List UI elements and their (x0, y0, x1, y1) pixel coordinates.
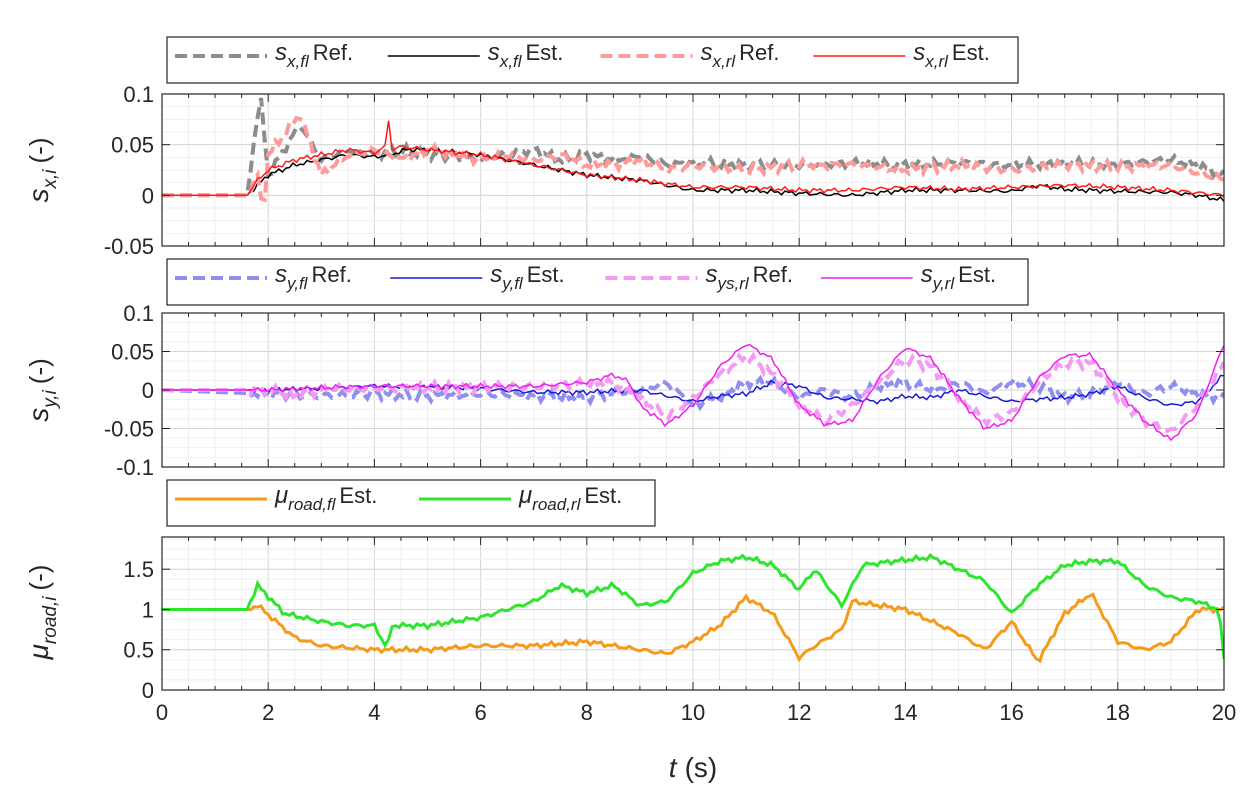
x-tick-label-9: 18 (1106, 700, 1130, 725)
panel-1: 0.1 0.05 0 -0.05 -0.1 sy,i(-) sy,fl Ref. sy,fl Es… (23, 258, 1225, 480)
y-tick-label-1-0: 0.1 (123, 301, 154, 326)
y-tick-label-1-2: 0 (142, 378, 154, 403)
legend-label-0-1: sx,fl Est. (488, 39, 564, 71)
panel-2: 1.5 1 0.5 00 2 4 6 8 10 12 14 16 18 20 μroad,i(-) t (s) μ… (23, 479, 1236, 783)
y-tick-label-1-4: -0.1 (116, 455, 154, 480)
y-tick-label-0-2: 0 (142, 183, 154, 208)
series-group-0 (162, 97, 1224, 203)
y-tick-label-2-3: 0 (142, 678, 154, 703)
series-line-1-3 (162, 343, 1224, 442)
y-axis-label-2: μroad,i(-) (23, 565, 61, 661)
legend-box-2 (166, 479, 656, 527)
x-tick-label-2: 4 (368, 700, 380, 725)
legend-label-0-2: sx,rl Ref. (701, 39, 780, 71)
series-line-2-0 (162, 592, 1224, 664)
legend-box-1 (166, 258, 1029, 306)
x-tick-label-6: 12 (787, 700, 811, 725)
legend-label-1-1: sy,fl Est. (490, 261, 564, 293)
legend-1: sy,fl Ref. sy,fl Est. sys,rl Ref. sy,rl Est. (166, 258, 1029, 306)
x-tick-label-8: 16 (999, 700, 1023, 725)
legend-0: sx,fl Ref. sx,fl Est. sx,rl Ref. sx,rl Est. (166, 36, 1019, 84)
x-tick-label-10: 20 (1212, 700, 1236, 725)
y-tick-label-1-1: 0.05 (111, 340, 154, 365)
y-tick-label-0-3: -0.05 (104, 234, 154, 259)
legend-label-0-3: sx,rl Est. (913, 39, 990, 71)
y-tick-label-2-0: 1.5 (123, 557, 154, 582)
y-tick-label-0-1: 0.05 (111, 133, 154, 158)
legend-label-2-0: μroad,fl Est. (274, 482, 377, 514)
y-tick-label-2-1: 1 (142, 597, 154, 622)
grid-0 (161, 93, 1225, 247)
x-axis-label: t (s) (669, 752, 717, 783)
legend-2: μroad,fl Est. μroad,rl Est. (166, 479, 656, 527)
legend-label-1-2: sys,rl Ref. (706, 261, 794, 293)
series-group-2 (162, 552, 1224, 664)
series-group-1 (162, 343, 1224, 442)
x-tick-label-3: 6 (474, 700, 486, 725)
x-tick-label-1: 2 (262, 700, 274, 725)
legend-box-0 (166, 36, 1019, 84)
series-line-0-0 (162, 97, 1224, 198)
legend-label-0-0: sx,fl Ref. (275, 39, 353, 71)
series-line-1-2 (162, 351, 1224, 433)
x-tick-label-0: 0 (156, 700, 168, 725)
x-tick-label-7: 14 (893, 700, 917, 725)
legend-label-1-0: sy,fl Ref. (275, 261, 352, 293)
x-tick-label-5: 10 (681, 700, 705, 725)
series-line-0-2 (162, 115, 1224, 203)
y-axis-label-1: sy,i(-) (23, 358, 61, 422)
y-tick-label-1-3: -0.05 (104, 417, 154, 442)
y-axis-label-0: sx,i(-) (23, 138, 61, 203)
y-tick-label-0-0: 0.1 (123, 82, 154, 107)
legend-label-1-3: sy,rl Est. (921, 261, 996, 293)
series-line-0-3 (162, 120, 1224, 198)
x-tick-label-4: 8 (581, 700, 593, 725)
y-tick-label-2-2: 0.5 (123, 638, 154, 663)
legend-label-2-1: μroad,rl Est. (518, 482, 622, 514)
series-line-2-1 (162, 552, 1224, 660)
